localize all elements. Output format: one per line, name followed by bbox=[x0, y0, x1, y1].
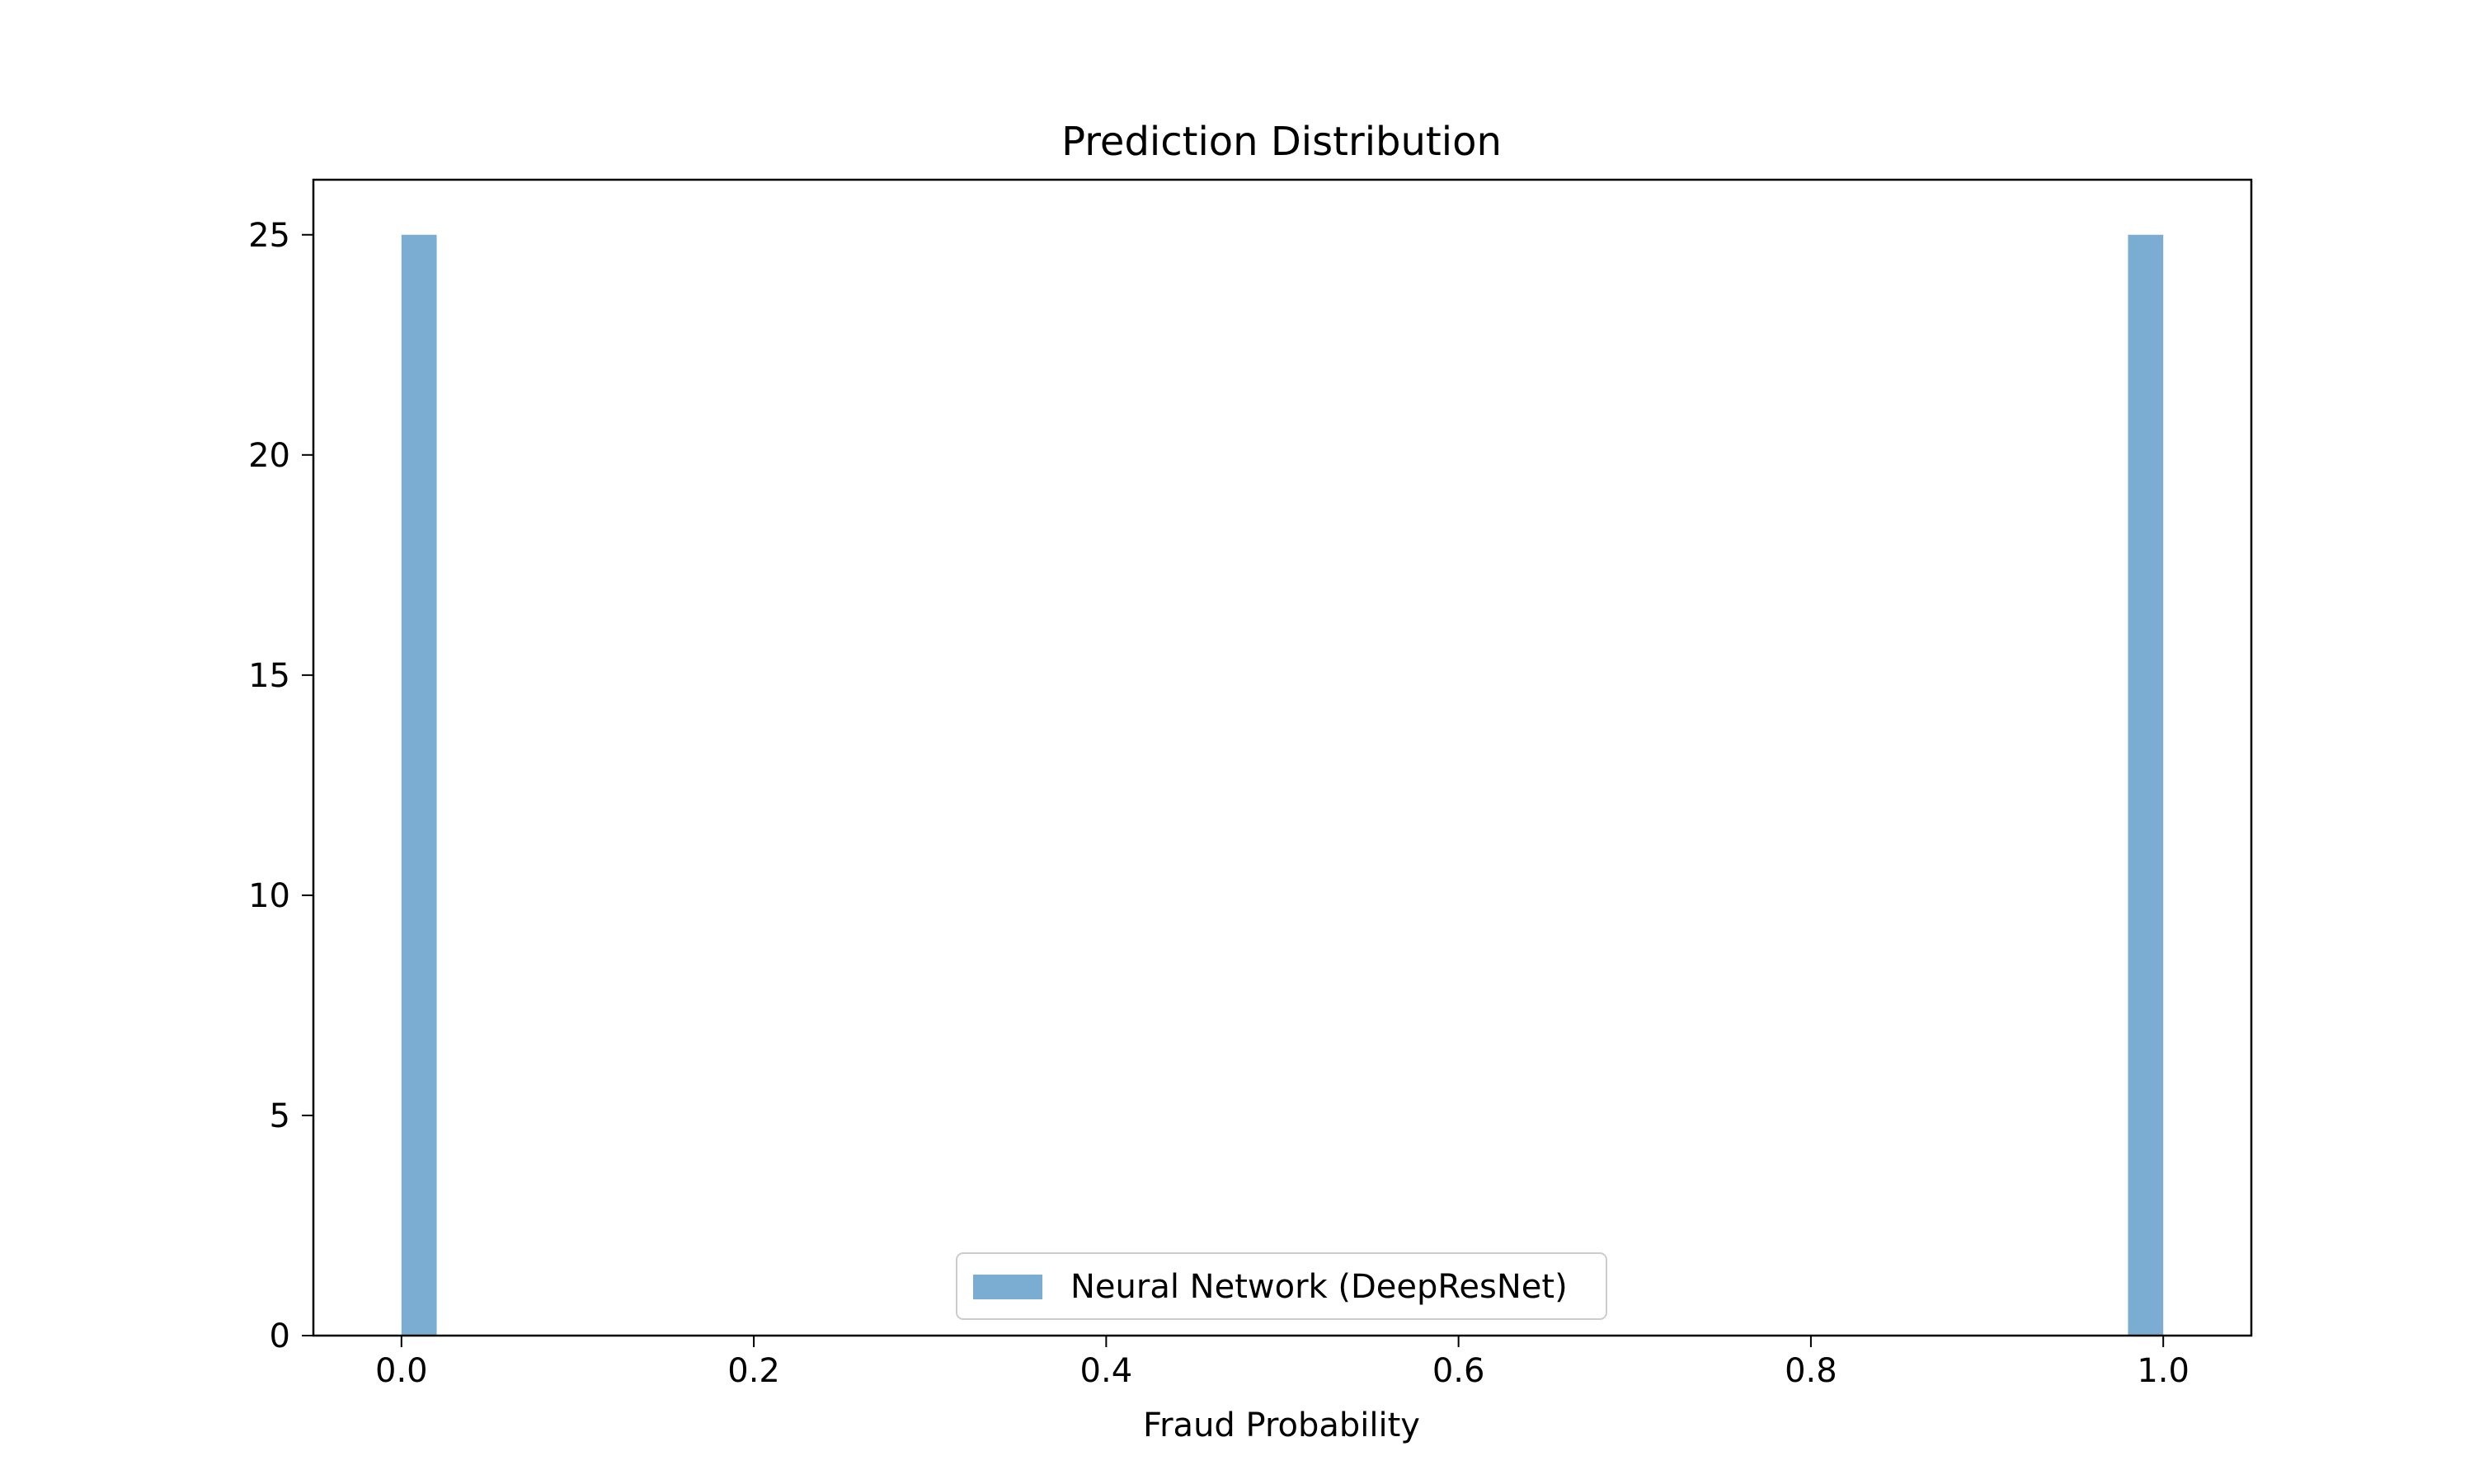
y-tick-label: 10 bbox=[248, 877, 290, 915]
y-tick-label: 20 bbox=[248, 437, 290, 475]
chart-title: Prediction Distribution bbox=[1061, 119, 1502, 165]
x-tick-label: 0.0 bbox=[375, 1352, 428, 1390]
legend-swatch bbox=[973, 1275, 1042, 1299]
x-tick-label: 0.4 bbox=[1080, 1352, 1133, 1390]
x-tick-label: 0.8 bbox=[1785, 1352, 1837, 1390]
legend: Neural Network (DeepResNet) bbox=[956, 1252, 1607, 1320]
x-tick-label: 1.0 bbox=[2137, 1352, 2189, 1390]
y-tick-label: 15 bbox=[248, 657, 290, 695]
legend-box bbox=[956, 1252, 1607, 1320]
x-axis-label: Fraud Probability bbox=[1143, 1407, 1420, 1444]
x-tick-label: 0.6 bbox=[1432, 1352, 1485, 1390]
y-tick-label: 5 bbox=[270, 1097, 290, 1135]
y-tick-label: 0 bbox=[270, 1317, 290, 1355]
histogram-bar bbox=[401, 234, 437, 1336]
y-tick-label: 25 bbox=[248, 217, 290, 255]
axes-frame bbox=[312, 178, 2253, 1337]
plot-area: 0.0 0.2 0.4 0.6 0.8 1.0 0 5 10 15 20 25 bbox=[248, 178, 2253, 1390]
histogram-bar bbox=[2128, 234, 2164, 1336]
x-tick-label: 0.2 bbox=[727, 1352, 780, 1390]
legend-label: Neural Network (DeepResNet) bbox=[1070, 1268, 1568, 1306]
